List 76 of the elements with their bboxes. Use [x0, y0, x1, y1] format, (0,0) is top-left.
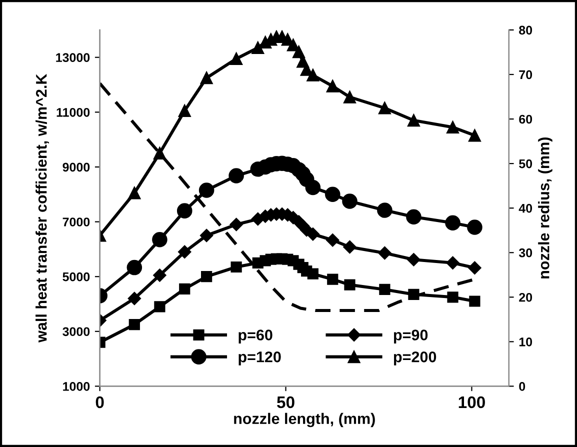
- point: [128, 292, 141, 306]
- point: [344, 279, 356, 290]
- y-tick-label: 11000: [56, 108, 90, 117]
- y2-tick-label: 0: [519, 382, 526, 391]
- point: [152, 232, 168, 248]
- y-tick-label: 1000: [63, 382, 90, 391]
- point: [230, 261, 242, 273]
- point: [128, 318, 140, 330]
- y-tick-label: 7000: [62, 218, 90, 226]
- y2-tick-label: 80: [519, 26, 532, 35]
- point: [407, 114, 420, 127]
- x-tick-label: 0: [96, 396, 104, 408]
- y-tick-label: 9000: [62, 162, 90, 172]
- point: [469, 296, 480, 307]
- point: [447, 292, 458, 303]
- y-tick-label: 5000: [62, 272, 90, 282]
- point: [292, 46, 306, 58]
- point: [446, 120, 460, 134]
- point: [445, 215, 460, 231]
- point: [153, 147, 166, 160]
- point: [200, 72, 213, 84]
- point: [200, 228, 214, 242]
- point: [126, 260, 142, 276]
- y-tick-label: 3000: [62, 327, 90, 336]
- legend-label: p=60: [238, 330, 272, 344]
- point: [326, 234, 340, 247]
- point: [342, 194, 358, 209]
- point: [324, 186, 340, 202]
- legend-label: p=120: [238, 351, 281, 366]
- point: [377, 202, 392, 218]
- point: [286, 38, 300, 52]
- point: [327, 274, 338, 285]
- point: [230, 218, 243, 232]
- point: [407, 253, 420, 266]
- point: [379, 284, 390, 296]
- point: [378, 246, 392, 260]
- point: [306, 68, 320, 82]
- point: [343, 240, 356, 254]
- y2-tick-label: 30: [518, 248, 532, 258]
- point: [178, 245, 192, 259]
- point: [228, 168, 244, 184]
- point: [252, 42, 264, 54]
- point: [468, 261, 482, 274]
- point: [343, 90, 356, 104]
- point: [153, 268, 166, 282]
- point: [406, 209, 422, 224]
- point: [179, 283, 190, 294]
- point: [468, 129, 481, 142]
- x-axis-title: nozzle length, (mm): [234, 412, 375, 428]
- point: [305, 180, 321, 196]
- point: [230, 52, 243, 65]
- y2-tick-label: 60: [519, 114, 532, 124]
- point: [326, 80, 339, 92]
- y2-axis-title: nozzle redius, (mm): [538, 138, 552, 278]
- legend-label: p=200: [394, 351, 436, 366]
- y2-tick-label: 20: [519, 292, 532, 302]
- x-tick-label: 50: [277, 396, 294, 408]
- y2-tick-label: 50: [519, 159, 532, 168]
- point: [154, 301, 166, 312]
- point: [201, 271, 212, 282]
- point: [306, 228, 320, 241]
- y2-tick-label: 40: [518, 204, 532, 213]
- point: [378, 102, 391, 114]
- legend-label: p=90: [394, 330, 428, 344]
- x-tick-label: 100: [458, 396, 485, 408]
- point: [128, 186, 141, 200]
- point: [176, 203, 192, 218]
- point: [446, 256, 460, 270]
- point: [307, 268, 318, 280]
- y2-tick-label: 10: [519, 337, 532, 346]
- point: [178, 104, 191, 118]
- y-axis-title: wall heat transfer cofficient, w/m^2.K: [36, 74, 49, 342]
- point: [198, 182, 214, 198]
- point: [467, 220, 482, 235]
- y-tick-label: 13000: [56, 53, 90, 62]
- y2-tick-label: 70: [519, 70, 532, 80]
